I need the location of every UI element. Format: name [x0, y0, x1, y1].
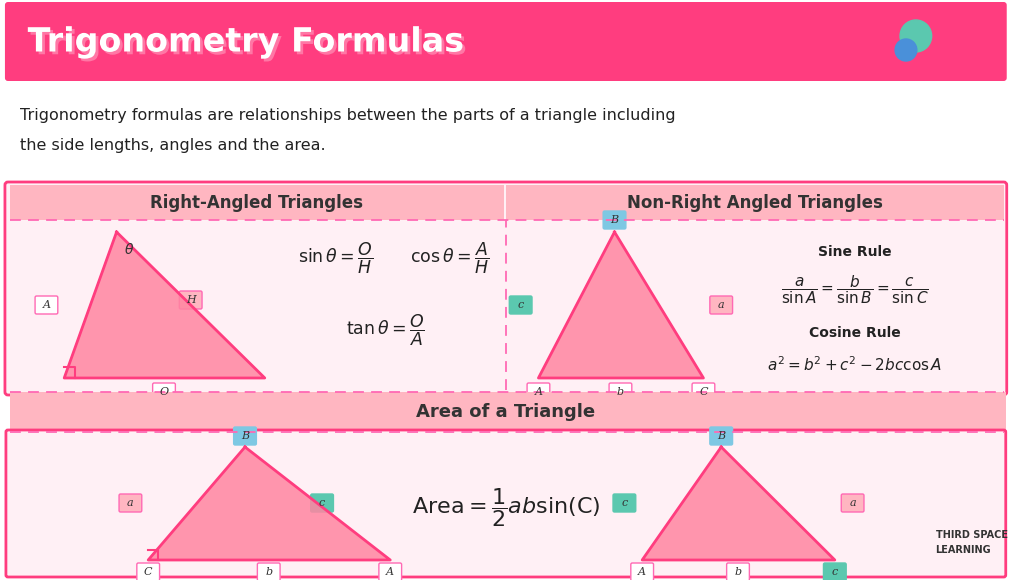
Text: O: O [160, 387, 169, 397]
Text: b: b [734, 567, 741, 577]
Text: $\tan\theta = \dfrac{O}{A}$: $\tan\theta = \dfrac{O}{A}$ [346, 312, 425, 348]
FancyBboxPatch shape [509, 296, 532, 314]
FancyBboxPatch shape [35, 296, 57, 314]
FancyBboxPatch shape [179, 291, 202, 309]
Text: Sine Rule: Sine Rule [818, 245, 892, 259]
Polygon shape [65, 232, 265, 378]
Text: Right-Angled Triangles: Right-Angled Triangles [151, 194, 364, 212]
Text: a: a [127, 498, 134, 508]
Text: c: c [831, 567, 838, 577]
FancyBboxPatch shape [379, 563, 401, 580]
Text: $a^2 = b^2 + c^2 - 2bc\cos A$: $a^2 = b^2 + c^2 - 2bc\cos A$ [767, 356, 942, 374]
Text: C: C [144, 567, 153, 577]
Text: $\mathrm{Area} = \dfrac{1}{2}ab\sin(\mathrm{C})$: $\mathrm{Area} = \dfrac{1}{2}ab\sin(\mat… [412, 487, 600, 530]
FancyBboxPatch shape [842, 494, 864, 512]
Text: A: A [386, 567, 394, 577]
Bar [10, 185, 504, 220]
Text: a: a [849, 498, 856, 508]
Circle shape [881, 22, 912, 54]
Text: $\cos\theta = \dfrac{A}{H}$: $\cos\theta = \dfrac{A}{H}$ [410, 240, 489, 276]
Text: LEARNING: LEARNING [936, 545, 991, 555]
FancyBboxPatch shape [710, 296, 732, 314]
Polygon shape [539, 232, 703, 378]
Text: b: b [265, 567, 272, 577]
Text: the side lengths, angles and the area.: the side lengths, angles and the area. [19, 138, 326, 153]
Text: Trigonometry Formulas: Trigonometry Formulas [28, 26, 464, 59]
Text: B: B [241, 431, 249, 441]
Text: H: H [185, 295, 196, 305]
FancyBboxPatch shape [727, 563, 750, 580]
FancyBboxPatch shape [257, 563, 281, 580]
Text: Area of a Triangle: Area of a Triangle [417, 403, 595, 421]
Text: B: B [717, 431, 725, 441]
Text: B: B [610, 215, 618, 225]
Text: A: A [42, 300, 50, 310]
FancyBboxPatch shape [233, 427, 256, 445]
Circle shape [895, 39, 916, 61]
Text: THIRD SPACE: THIRD SPACE [936, 530, 1008, 540]
FancyBboxPatch shape [609, 383, 632, 401]
Text: A: A [638, 567, 646, 577]
Text: $\sin\theta = \dfrac{O}{H}$: $\sin\theta = \dfrac{O}{H}$ [298, 240, 374, 276]
Polygon shape [642, 447, 835, 560]
FancyBboxPatch shape [6, 430, 1006, 577]
Text: Non-Right Angled Triangles: Non-Right Angled Triangles [627, 194, 883, 212]
FancyBboxPatch shape [631, 563, 653, 580]
Bar [506, 185, 1004, 220]
FancyBboxPatch shape [823, 563, 846, 580]
FancyBboxPatch shape [710, 427, 732, 445]
Circle shape [900, 20, 932, 52]
Text: Trigonometry formulas are relationships between the parts of a triangle includin: Trigonometry formulas are relationships … [19, 108, 676, 123]
FancyBboxPatch shape [5, 182, 1007, 395]
Bar [10, 392, 1006, 432]
Text: A: A [535, 387, 543, 397]
Text: C: C [699, 387, 708, 397]
FancyBboxPatch shape [153, 383, 175, 401]
Text: a: a [718, 300, 725, 310]
Text: $\dfrac{a}{\sin A} = \dfrac{b}{\sin B} = \dfrac{c}{\sin C}$: $\dfrac{a}{\sin A} = \dfrac{b}{\sin B} =… [780, 274, 929, 306]
FancyBboxPatch shape [5, 2, 1007, 81]
Polygon shape [148, 447, 390, 560]
Text: $\theta$: $\theta$ [125, 242, 135, 258]
FancyBboxPatch shape [527, 383, 550, 401]
Text: b: b [616, 387, 624, 397]
Text: c: c [517, 300, 524, 310]
FancyBboxPatch shape [310, 494, 334, 512]
FancyBboxPatch shape [692, 383, 715, 401]
Text: Cosine Rule: Cosine Rule [809, 326, 900, 340]
Text: c: c [318, 498, 326, 508]
Text: c: c [622, 498, 628, 508]
FancyBboxPatch shape [603, 211, 626, 229]
FancyBboxPatch shape [119, 494, 141, 512]
FancyBboxPatch shape [137, 563, 160, 580]
FancyBboxPatch shape [613, 494, 636, 512]
